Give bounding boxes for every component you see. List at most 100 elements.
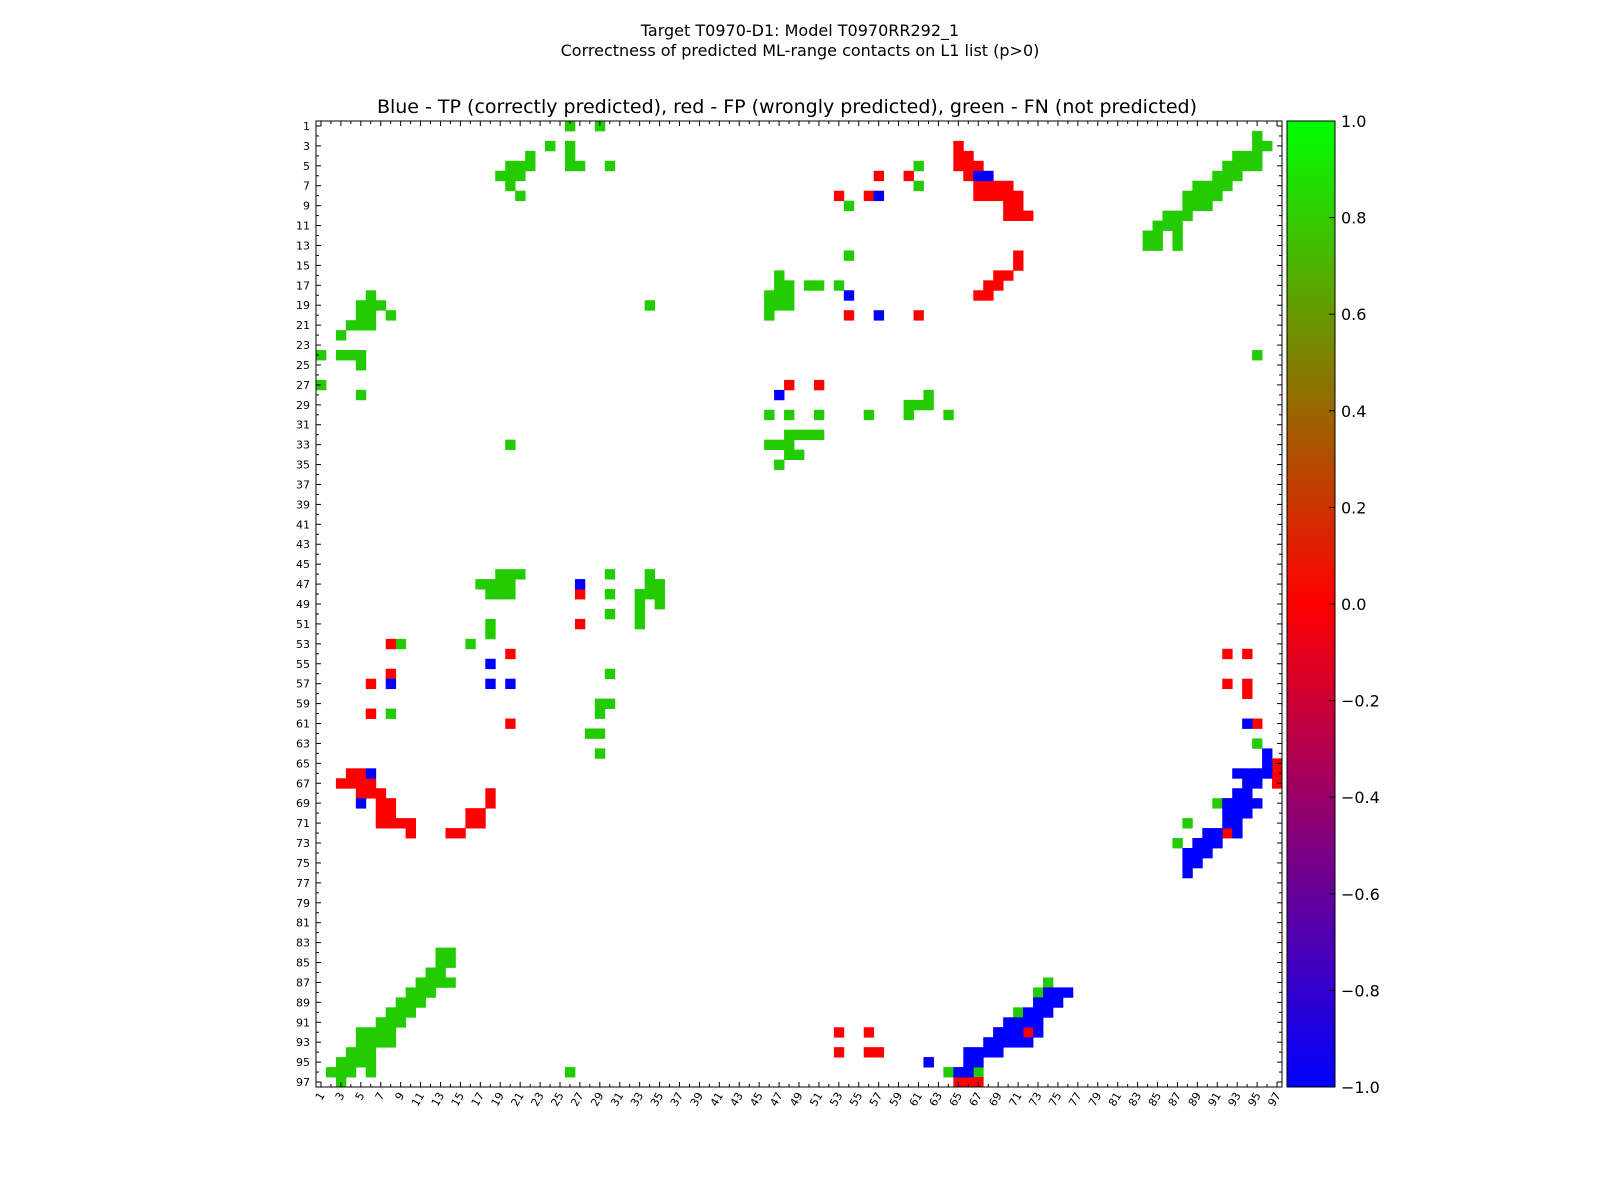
fp-cell: [385, 668, 397, 680]
fn-cell: [335, 330, 347, 341]
tp-cell: [923, 1057, 934, 1068]
fn-cell: [395, 1017, 407, 1028]
fp-cell: [963, 150, 974, 162]
fn-cell: [654, 589, 665, 600]
tp-cell: [973, 1047, 984, 1058]
x-tick-label: 51: [807, 1090, 825, 1109]
fn-cell: [475, 579, 486, 590]
fn-cell: [784, 300, 795, 311]
x-tick-label: 21: [508, 1090, 526, 1109]
fp-cell: [1242, 688, 1253, 700]
tp-cell: [1252, 768, 1263, 779]
fp-cell: [983, 190, 994, 202]
fp-cell: [784, 379, 795, 391]
y-tick-label: 71: [296, 817, 310, 830]
y-tick-label: 1: [303, 120, 310, 133]
tp-cell: [1262, 748, 1273, 759]
x-tick-label: 87: [1166, 1090, 1184, 1109]
tp-cell: [1192, 847, 1203, 859]
fp-cell: [355, 788, 367, 799]
fn-cell: [634, 599, 646, 610]
fn-cell: [813, 429, 825, 441]
fp-cell: [355, 778, 367, 789]
fp-cell: [833, 1027, 845, 1038]
y-tick-label: 17: [296, 279, 310, 292]
fn-cell: [485, 589, 496, 600]
fn-cell: [425, 977, 436, 988]
fn-cell: [395, 1007, 407, 1018]
plot-area: [316, 121, 1282, 1087]
fn-cell: [584, 728, 596, 739]
fn-cell: [515, 160, 526, 172]
colorbar-tick-label: 0.4: [1341, 402, 1366, 421]
y-tick-label: 45: [296, 558, 310, 571]
fp-cell: [903, 170, 914, 182]
fp-cell: [395, 818, 407, 829]
fn-cell: [355, 320, 367, 331]
fn-cell: [525, 150, 536, 162]
fn-cell: [1242, 160, 1253, 172]
tp-cell: [1013, 1027, 1024, 1038]
fn-cell: [405, 1007, 416, 1018]
fp-cell: [1013, 260, 1024, 271]
x-tick-label: 45: [748, 1090, 766, 1109]
fn-cell: [345, 1057, 357, 1068]
fp-cell: [365, 788, 377, 799]
tp-cell: [1182, 867, 1193, 879]
fn-cell: [1252, 150, 1263, 162]
fn-cell: [1192, 190, 1203, 202]
fp-cell: [1013, 200, 1024, 212]
y-tick-label: 39: [296, 498, 310, 511]
fp-cell: [1242, 648, 1253, 660]
tp-cell: [963, 1057, 974, 1068]
y-tick-label: 15: [296, 259, 310, 272]
tp-cell: [1242, 808, 1253, 819]
fp-cell: [863, 190, 875, 202]
fn-cell: [355, 310, 367, 321]
fn-cell: [774, 439, 785, 451]
fn-cell: [425, 987, 436, 998]
y-tick-label: 63: [296, 737, 310, 750]
x-tick-label: 29: [588, 1090, 606, 1109]
fp-cell: [345, 768, 357, 779]
x-tick-label: 65: [947, 1090, 965, 1109]
x-tick-label: 61: [907, 1090, 925, 1109]
y-tick-label: 27: [296, 379, 310, 392]
fp-cell: [345, 778, 357, 789]
x-tick-label: 75: [1046, 1090, 1064, 1109]
x-tick-label: 7: [373, 1090, 388, 1103]
fp-cell: [465, 808, 476, 819]
fn-cell: [1162, 220, 1173, 231]
x-tick-label: 13: [429, 1090, 447, 1109]
fp-cell: [993, 270, 1004, 281]
y-tick-label: 73: [296, 837, 310, 850]
y-tick-label: 25: [296, 359, 310, 372]
fn-cell: [395, 638, 407, 650]
tp-cell: [983, 1037, 994, 1048]
x-tick-label: 23: [528, 1090, 546, 1109]
fn-cell: [505, 180, 516, 192]
x-tick-label: 25: [548, 1090, 566, 1109]
fn-cell: [923, 389, 934, 401]
axes-title: Blue - TP (correctly predicted), red - F…: [377, 96, 1197, 118]
fn-cell: [515, 170, 526, 182]
tp-cell: [1222, 818, 1233, 829]
fp-cell: [375, 788, 387, 799]
tp-cell: [1003, 1027, 1014, 1038]
tp-cell: [1202, 828, 1213, 839]
fp-cell: [385, 818, 397, 829]
x-tick-label: 55: [847, 1090, 865, 1109]
fp-cell: [913, 310, 924, 321]
fn-cell: [445, 947, 456, 958]
fn-cell: [1172, 220, 1183, 231]
fn-cell: [385, 1037, 397, 1048]
x-tick-label: 95: [1245, 1090, 1263, 1109]
fp-cell: [485, 798, 496, 809]
y-tick-label: 53: [296, 638, 310, 651]
fp-cell: [574, 589, 586, 600]
tp-cell: [1013, 1017, 1024, 1028]
tp-cell: [1232, 768, 1243, 779]
fp-cell: [833, 190, 845, 202]
tp-cell: [1042, 1007, 1054, 1018]
y-tick-label: 49: [296, 598, 310, 611]
